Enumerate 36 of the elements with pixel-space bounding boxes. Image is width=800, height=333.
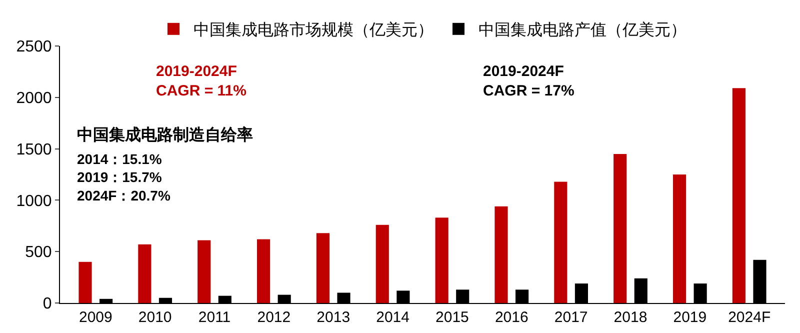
x-tick-label: 2018 xyxy=(614,309,648,326)
y-tick-label: 0 xyxy=(42,296,52,313)
bar xyxy=(435,218,448,303)
bar xyxy=(316,233,330,303)
bar xyxy=(376,224,389,303)
bar xyxy=(494,206,508,303)
legend-label: 中国集成电路产值（亿美元） xyxy=(478,21,686,40)
bar xyxy=(614,154,627,303)
x-tick-label: 2011 xyxy=(198,309,231,326)
x-tick-label: 2019 xyxy=(673,309,707,326)
x-tick-label: 2016 xyxy=(494,309,528,326)
x-tick-label: 2024F xyxy=(728,309,771,326)
bar xyxy=(672,174,686,303)
y-tick-label: 1500 xyxy=(16,141,52,158)
annotation: 2019-2024F CAGR = 11% xyxy=(156,63,246,100)
bar xyxy=(257,239,270,303)
x-tick-label: 2015 xyxy=(436,309,469,326)
x-tick-label: 2010 xyxy=(138,309,172,326)
y-tick-label: 2500 xyxy=(16,38,52,56)
bar xyxy=(732,88,746,303)
annotation: 中国集成电路制造自给率 xyxy=(77,125,253,144)
x-tick-label: 2017 xyxy=(554,309,588,326)
x-tick-label: 2014 xyxy=(376,309,410,326)
bar xyxy=(78,262,92,303)
x-tick-label: 2012 xyxy=(257,309,291,326)
annotation: 2014：15.1% 2019：15.7% 2024F：20.7% xyxy=(77,151,171,204)
y-tick-label: 1000 xyxy=(16,192,52,210)
bar xyxy=(554,182,568,303)
annotation: 2019-2024F CAGR = 17% xyxy=(483,63,574,100)
bar xyxy=(138,244,152,303)
y-tick-label: 2000 xyxy=(16,90,52,107)
bar xyxy=(198,240,211,303)
y-tick-label: 500 xyxy=(25,244,52,262)
x-tick-label: 2009 xyxy=(78,309,112,326)
legend-label: 中国集成电路市场规模（亿美元） xyxy=(194,21,434,40)
x-tick-label: 2013 xyxy=(316,309,350,326)
